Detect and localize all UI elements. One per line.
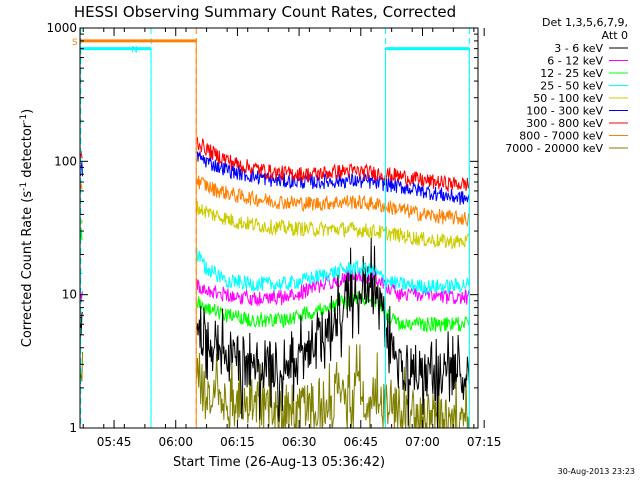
- y-axis-label: Corrected Count Rate (s-1 detector-1): [19, 109, 35, 347]
- x-tick-label: 06:00: [158, 435, 193, 449]
- date-stamp: 30-Aug-2013 23:23: [558, 467, 635, 476]
- x-axis-label: Start Time (26-Aug-13 05:36:42): [173, 455, 385, 470]
- legend-label: 6 - 12 keV: [547, 55, 603, 68]
- y-tick-label: 1000: [46, 21, 77, 35]
- series-line: [196, 247, 470, 295]
- legend-label: 100 - 300 keV: [526, 105, 603, 118]
- y-axis: 1 10 100 1000: [46, 21, 478, 435]
- plot-overlays: SN: [72, 28, 470, 428]
- legend-attenuator-line: Att 0: [602, 29, 628, 42]
- y-axis-label-end: ): [20, 109, 35, 114]
- flag-label: S: [72, 38, 78, 48]
- x-tick-label: 07:15: [467, 435, 502, 449]
- series-line: [196, 175, 470, 228]
- series-line: [196, 151, 470, 205]
- flag-label: N: [131, 46, 138, 56]
- plot-area: SN 05:45 06:00 06:15 06:30 06:45 07:00 07:15 1…: [46, 21, 501, 449]
- x-tick-label: 06:30: [282, 435, 317, 449]
- x-tick-label: 06:45: [343, 435, 378, 449]
- legend-label: 50 - 100 keV: [533, 92, 603, 105]
- legend-label: 7000 - 20000 keV: [505, 142, 603, 155]
- y-axis-label-sup: -1: [19, 182, 29, 191]
- series-line: [196, 344, 470, 430]
- x-tick-label: 06:15: [220, 435, 255, 449]
- series-line: [196, 237, 470, 429]
- y-tick-label: 100: [54, 154, 77, 168]
- legend-detector-line: Det 1,3,5,6,7,9,: [542, 16, 628, 29]
- x-axis: 05:45 06:00 06:15 06:30 06:45 07:00 07:15: [82, 28, 502, 449]
- y-tick-label: 1: [69, 421, 77, 435]
- chart-title: HESSI Observing Summary Count Rates, Cor…: [74, 3, 456, 21]
- legend-label: 800 - 7000 keV: [519, 130, 603, 143]
- plot-frame: [79, 27, 479, 429]
- legend-label: 3 - 6 keV: [554, 42, 603, 55]
- x-tick-label: 07:00: [405, 435, 440, 449]
- y-axis-label-mid: detector: [20, 122, 35, 182]
- x-tick-label: 05:45: [97, 435, 132, 449]
- series-line: [196, 291, 470, 334]
- plot-data: [79, 136, 470, 430]
- legend-label: 25 - 50 keV: [540, 80, 603, 93]
- series-line: [196, 267, 470, 307]
- legend-label: 12 - 25 keV: [540, 67, 603, 80]
- series-line: [196, 201, 470, 250]
- y-axis-label-part: Corrected Count Rate (s: [20, 191, 35, 348]
- y-tick-label: 10: [62, 288, 77, 302]
- y-axis-label-sup2: -1: [19, 114, 29, 123]
- series-line: [196, 136, 470, 194]
- legend-label: 300 - 800 keV: [526, 117, 603, 130]
